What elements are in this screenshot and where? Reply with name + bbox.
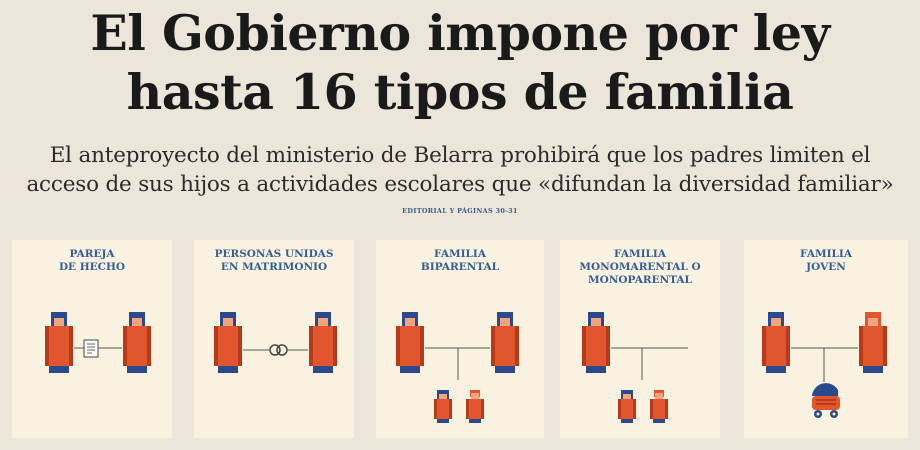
adult-figure-icon (859, 312, 887, 373)
adult-figure-icon (491, 312, 519, 373)
panel-title: FAMILIA JOVEN (800, 248, 852, 273)
panel-personas-unidas-en-matrimonio: PERSONAS UNIDAS EN MATRIMONIO (194, 240, 354, 438)
pareja-de-hecho-illustration (45, 312, 151, 373)
monoparental-illustration (582, 312, 688, 423)
adult-figure-icon (123, 312, 151, 373)
page-reference: EDITORIAL Y PÁGINAS 30-31 (402, 207, 518, 215)
panel-title: PERSONAS UNIDAS EN MATRIMONIO (214, 248, 334, 273)
child-figure-icon (650, 390, 668, 423)
subheadline: El anteproyecto del ministerio de Belarr… (0, 141, 920, 199)
adult-figure-icon (396, 312, 424, 373)
child-figure-icon (618, 390, 636, 423)
subheadline-line-1: El anteproyecto del ministerio de Belarr… (49, 143, 871, 168)
document-icon (83, 339, 99, 358)
child-figure-icon (466, 390, 484, 423)
headline-line-2: hasta 16 tipos de familia (126, 63, 794, 121)
subheadline-line-2: acceso de sus hijos a actividades escola… (26, 172, 894, 197)
panel-title: PAREJA DE HECHO (58, 248, 126, 273)
adult-figure-icon (214, 312, 242, 373)
adult-figure-icon (45, 312, 73, 373)
baby-stroller-icon (812, 383, 840, 418)
rings-icon (269, 344, 288, 356)
familia-joven-illustration (762, 312, 887, 418)
panel-pareja-de-hecho: PAREJA DE HECHO (12, 240, 172, 438)
headline-line-1: El Gobierno impone por ley (90, 4, 830, 62)
adult-figure-icon (582, 312, 610, 373)
panel-title: FAMILIA MONOMARENTAL O MONOPARENTAL (579, 248, 701, 286)
child-figure-icon (434, 390, 452, 423)
panel-title: FAMILIA BIPARENTAL (420, 248, 500, 273)
headline: El Gobierno impone por ley hasta 16 tipo… (0, 4, 920, 122)
adult-figure-icon (762, 312, 790, 373)
panel-familia-joven: FAMILIA JOVEN (744, 240, 908, 438)
panel-familia-monoparental: FAMILIA MONOMARENTAL O MONOPARENTAL (560, 240, 720, 438)
biparental-illustration (396, 312, 519, 423)
panel-familia-biparental: FAMILIA BIPARENTAL (376, 240, 544, 438)
adult-figure-icon (309, 312, 337, 373)
matrimonio-illustration (214, 312, 337, 373)
